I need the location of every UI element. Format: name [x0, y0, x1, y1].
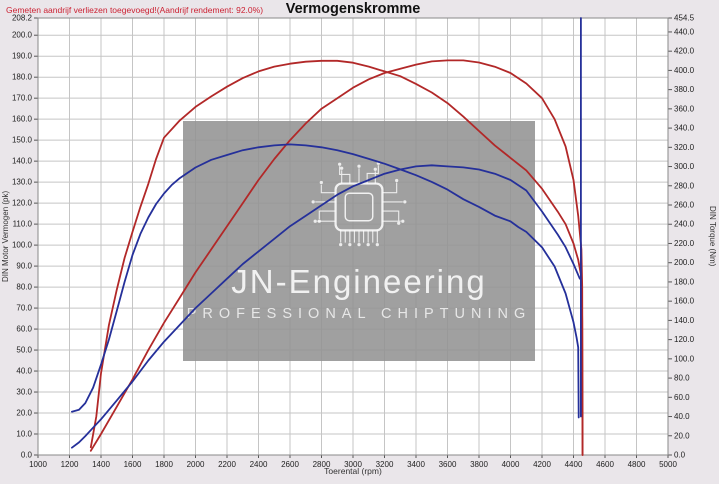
tick-label: 90.0	[16, 262, 32, 271]
chart-title: Vermogenskromme	[285, 1, 421, 17]
tick-label: 3400	[407, 460, 425, 469]
tick-label: 240.0	[674, 220, 695, 229]
tick-label: 150.0	[12, 136, 33, 145]
watermark: JN-Engineering PROFESSIONAL CHIPTUNING	[183, 121, 535, 361]
tick-label: 10.0	[16, 430, 32, 439]
tick-label: 80.0	[16, 283, 32, 292]
tick-label: 130.0	[12, 178, 33, 187]
tick-label: 3200	[376, 460, 394, 469]
tick-label: 1000	[29, 460, 47, 469]
tick-label: 170.0	[12, 94, 33, 103]
tick-label: 2600	[281, 460, 299, 469]
tick-label: 4000	[502, 460, 520, 469]
tick-label: 0.0	[21, 451, 33, 460]
tick-label: 1200	[61, 460, 79, 469]
tick-label: 70.0	[16, 304, 32, 313]
tick-label: 3000	[344, 460, 362, 469]
tick-label: 50.0	[16, 346, 32, 355]
tick-label: 20.0	[674, 431, 690, 440]
tick-label: 40.0	[16, 367, 32, 376]
plot-border	[37, 17, 669, 456]
tick-label: 454.5	[674, 14, 695, 23]
tick-label: 4400	[565, 460, 583, 469]
tick-label: 0.0	[674, 451, 686, 460]
tick-label: 2200	[218, 460, 236, 469]
x-axis-title: Toerental (rpm)	[324, 466, 382, 476]
tick-label: 190.0	[12, 52, 33, 61]
tick-label: 30.0	[16, 388, 32, 397]
tick-label: 440.0	[674, 27, 695, 36]
tick-label: 400.0	[674, 66, 695, 75]
tick-label: 1600	[124, 460, 142, 469]
tick-label: 4200	[533, 460, 551, 469]
curve-torque-red-tuned	[89, 59, 584, 456]
tick-label: 60.0	[674, 393, 690, 402]
tick-label: 1400	[92, 460, 110, 469]
tick-label: 380.0	[674, 85, 695, 94]
curve-power-blue-stock	[71, 164, 581, 449]
tick-label: 280.0	[674, 181, 695, 190]
tick-label: 200.0	[674, 258, 695, 267]
tick-label: 360.0	[674, 104, 695, 113]
tick-label: 4600	[596, 460, 614, 469]
tick-label: 2000	[187, 460, 205, 469]
right-axis-title: DIN Torque (Nm)	[708, 206, 717, 267]
tick-label: 200.0	[12, 31, 33, 40]
tick-label: 2400	[250, 460, 268, 469]
tick-label: 340.0	[674, 124, 695, 133]
tick-label: 300.0	[674, 162, 695, 171]
tick-label: 1800	[155, 460, 173, 469]
tick-label: 140.0	[12, 157, 33, 166]
tick-label: 20.0	[16, 409, 32, 418]
tick-label: 320.0	[674, 143, 695, 152]
curve-torque-blue-stock	[71, 143, 580, 419]
tick-label: 5000	[659, 460, 677, 469]
tick-label: 140.0	[674, 316, 695, 325]
tick-label: 420.0	[674, 47, 695, 56]
tick-label: 100.0	[674, 354, 695, 363]
watermark-tagline: PROFESSIONAL CHIPTUNING	[186, 306, 532, 322]
tick-label: 4800	[628, 460, 646, 469]
tick-label: 180.0	[674, 277, 695, 286]
tick-label: 3800	[470, 460, 488, 469]
tick-label: 80.0	[674, 374, 690, 383]
tick-label: 160.0	[674, 297, 695, 306]
tick-label: 220.0	[674, 239, 695, 248]
tick-label: 60.0	[16, 325, 32, 334]
curve-power-red-tuned	[89, 59, 584, 456]
tick-label: 2800	[313, 460, 331, 469]
watermark-brand: JN-Engineering	[231, 263, 487, 300]
drivetrain-loss-note: Gemeten aandrijf verliezen toegevoegd!(A…	[6, 5, 264, 15]
tick-label: 100.0	[12, 241, 33, 250]
tick-labels: 5000 4800 4600 4400 4200 4000 3800 3600 3400 3200…	[12, 14, 695, 470]
tick-label: 260.0	[674, 201, 695, 210]
tick-label: 180.0	[12, 73, 33, 82]
tick-label: 120.0	[12, 199, 33, 208]
tick-marks	[34, 17, 672, 458]
tick-label: 40.0	[674, 412, 690, 421]
tick-label: 110.0	[13, 220, 33, 229]
tick-label: 208.2	[12, 14, 33, 23]
tick-label: 160.0	[12, 115, 33, 124]
tick-label: 120.0	[674, 335, 695, 344]
tick-label: 3600	[439, 460, 457, 469]
